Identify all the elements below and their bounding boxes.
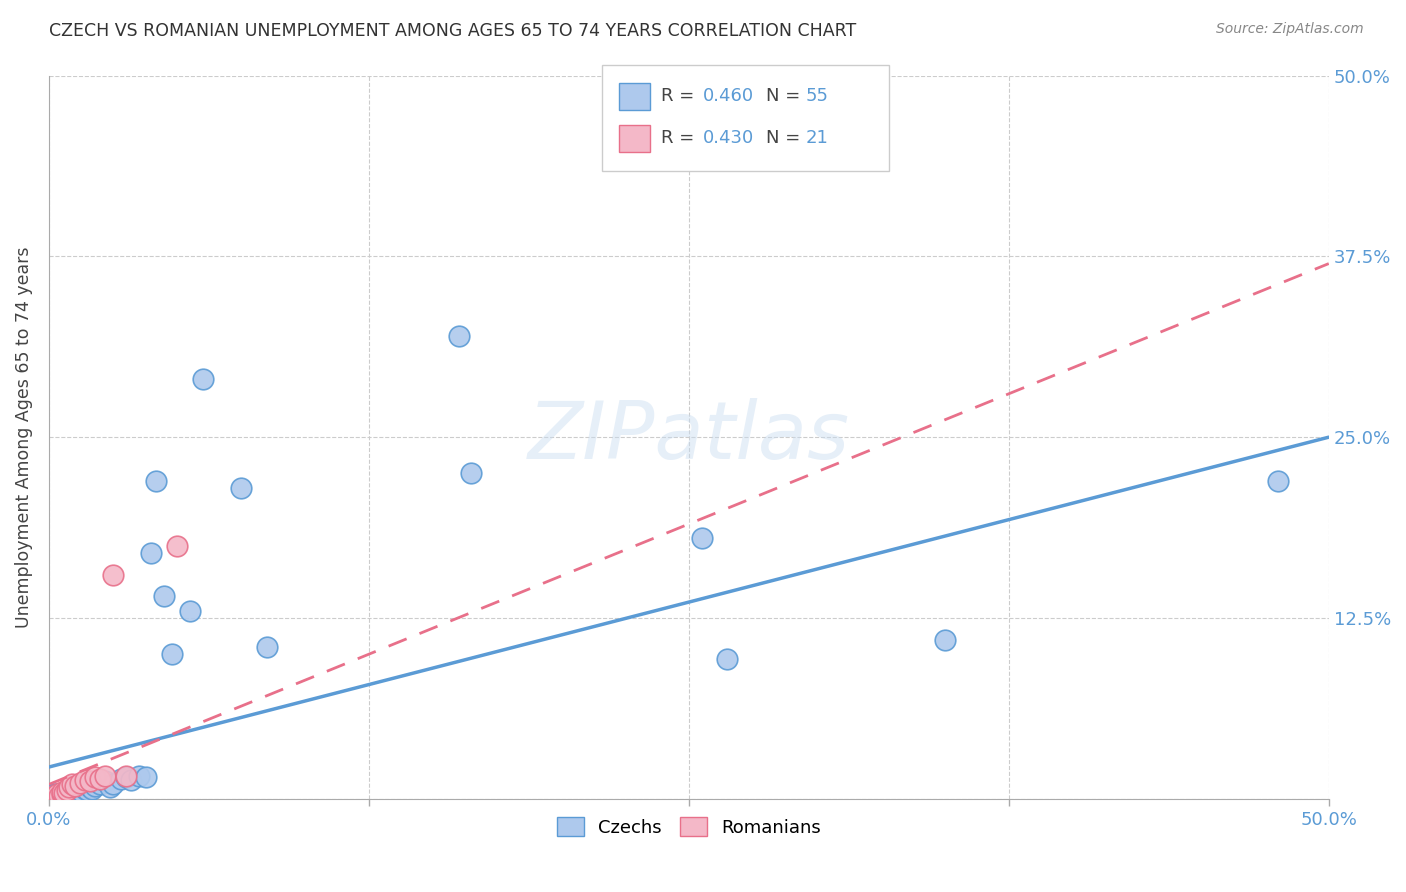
Point [58,784,80,798]
Point [63,784,86,798]
Point [51,788,73,802]
Point [53,789,76,803]
Point [51,790,73,805]
Point [42,789,65,803]
Point [41,789,63,803]
Point [79,780,101,795]
Point [716,651,738,665]
Point [42,789,65,803]
Point [53,786,76,800]
Point [690,532,713,546]
Point [191,372,214,386]
Point [63,789,86,803]
Text: R =: R = [661,87,700,105]
Text: 0.430: 0.430 [703,129,754,147]
Point [48,789,70,803]
Point [160,647,183,661]
Point [45,788,67,802]
Point [42,790,65,805]
Point [51,789,73,803]
Text: 55: 55 [806,87,828,105]
Point [41,790,63,805]
Point [53,788,76,802]
Point [141,546,163,560]
Point [934,632,956,647]
Point [60,777,83,791]
Legend: Czechs, Romanians: Czechs, Romanians [550,810,828,844]
Point [101,777,124,791]
Point [48,788,70,802]
Point [45,790,67,805]
Text: ZIPatlas: ZIPatlas [527,398,851,476]
Point [66,783,89,797]
Point [84,779,107,793]
Text: 0.460: 0.460 [703,87,754,105]
Point [48,790,70,805]
Point [460,467,482,481]
Point [114,769,136,783]
Point [58,788,80,802]
Text: R =: R = [661,129,700,147]
Point [110,772,132,786]
Point [94,769,117,783]
Point [56,788,79,802]
Point [100,780,122,795]
Point [56,783,79,797]
Point [447,329,470,343]
Point [82,781,104,796]
Point [63,779,86,793]
Y-axis label: Unemployment Among Ages 65 to 74 years: Unemployment Among Ages 65 to 74 years [15,246,32,628]
Point [45,789,67,803]
Point [45,790,67,805]
Point [56,790,79,805]
Text: N =: N = [766,129,806,147]
Point [135,770,157,784]
Point [45,792,67,806]
Point [73,772,96,787]
Point [76,783,98,797]
Point [166,539,188,553]
Point [69,786,91,800]
Text: Source: ZipAtlas.com: Source: ZipAtlas.com [1216,22,1364,37]
Point [73,781,96,796]
Text: CZECH VS ROMANIAN UNEMPLOYMENT AMONG AGES 65 TO 74 YEARS CORRELATION CHART: CZECH VS ROMANIAN UNEMPLOYMENT AMONG AGE… [49,22,856,40]
Point [120,772,142,787]
Point [60,786,83,800]
Point [41,790,63,805]
Point [58,780,80,795]
Point [84,770,107,784]
Point [42,788,65,802]
Point [229,481,252,495]
Point [45,788,67,802]
Point [128,769,150,783]
Point [89,772,111,786]
Point [179,604,201,618]
Point [145,474,167,488]
Point [256,640,278,654]
Point [89,777,111,791]
Text: N =: N = [766,87,806,105]
Point [79,774,101,789]
Point [101,567,124,582]
Point [153,590,176,604]
Point [94,774,117,789]
Text: 21: 21 [806,129,828,147]
Point [70,784,93,798]
Point [69,776,91,790]
Point [51,786,73,800]
Point [48,789,70,803]
Point [51,784,73,798]
Point [114,770,136,784]
Point [1267,474,1289,488]
